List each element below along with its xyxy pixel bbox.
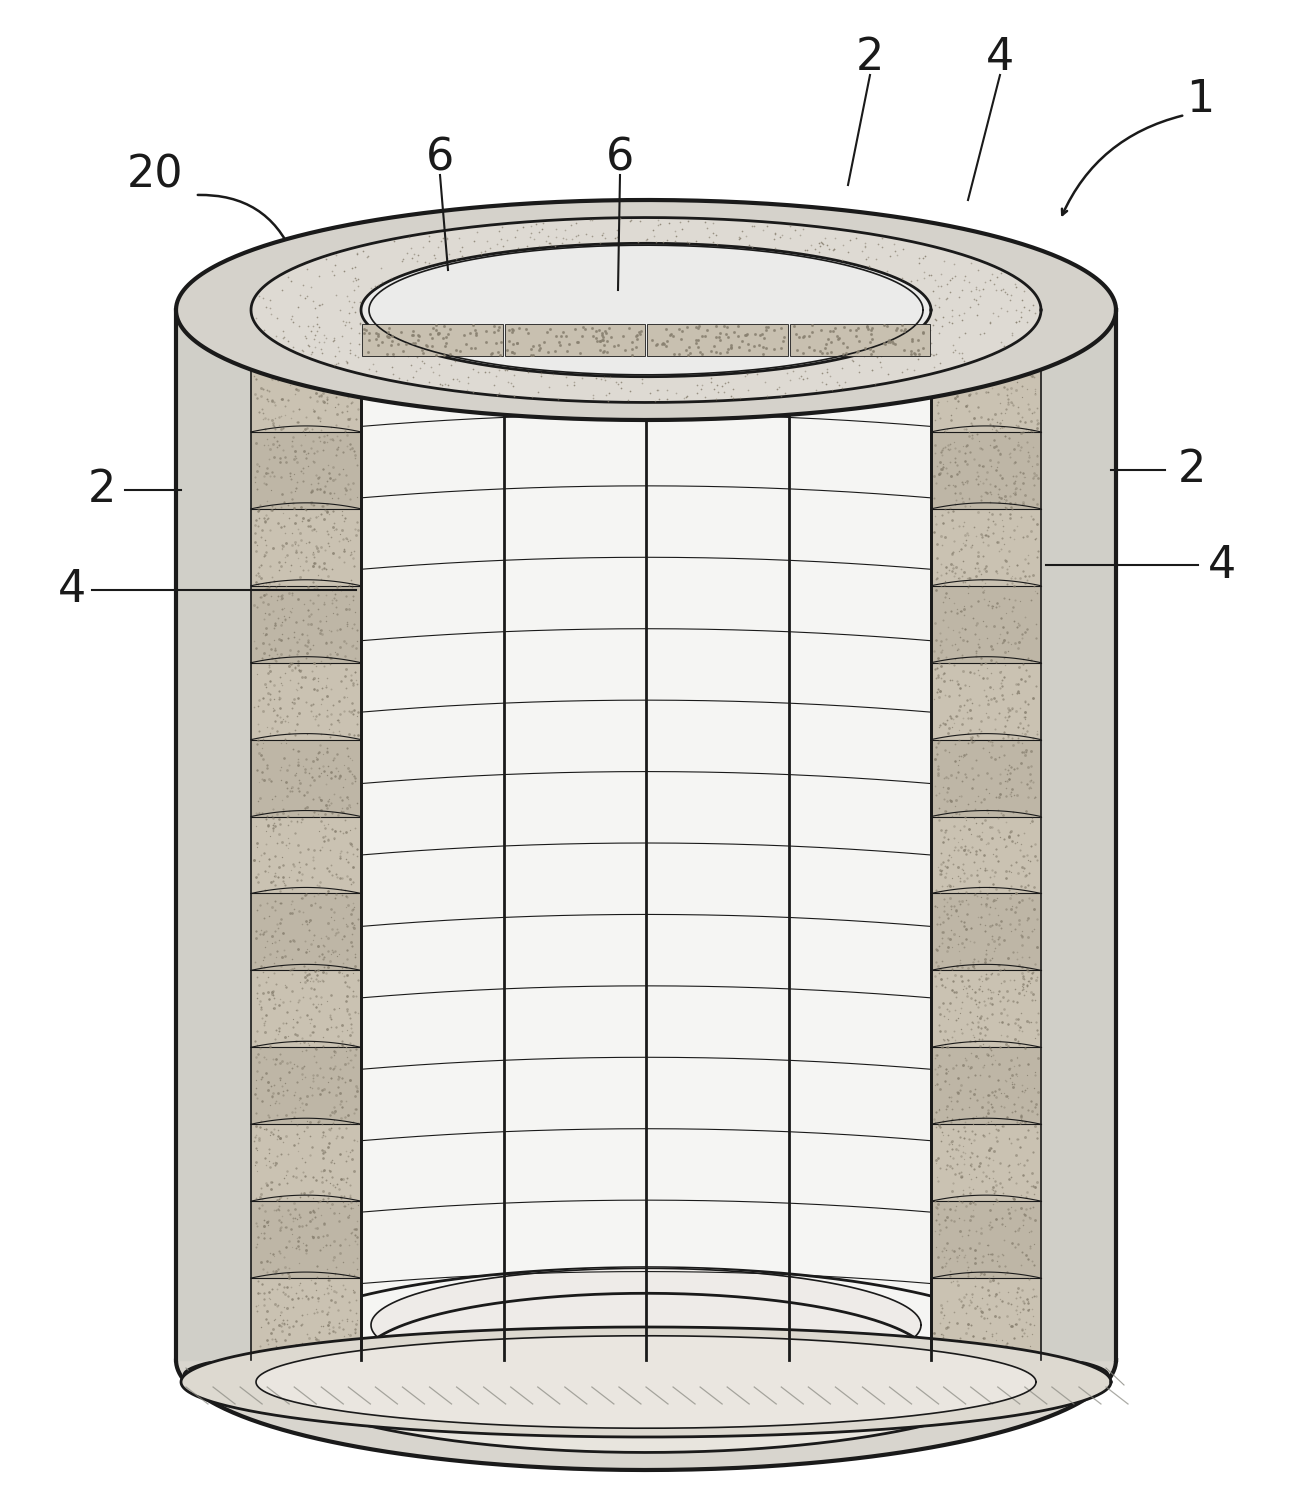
Polygon shape bbox=[932, 1124, 1041, 1202]
Polygon shape bbox=[360, 243, 932, 376]
Text: 6: 6 bbox=[606, 136, 634, 179]
Polygon shape bbox=[256, 1336, 1036, 1429]
Polygon shape bbox=[183, 1336, 1109, 1414]
Polygon shape bbox=[245, 1342, 1047, 1408]
Polygon shape bbox=[932, 663, 1041, 739]
Polygon shape bbox=[360, 320, 932, 1360]
Polygon shape bbox=[251, 1047, 360, 1124]
Polygon shape bbox=[932, 970, 1041, 1047]
Text: 2: 2 bbox=[855, 36, 884, 79]
Text: 20: 20 bbox=[127, 154, 183, 197]
Polygon shape bbox=[176, 1250, 1116, 1471]
Polygon shape bbox=[251, 218, 1041, 403]
Polygon shape bbox=[1041, 311, 1116, 1360]
Polygon shape bbox=[251, 893, 360, 970]
Polygon shape bbox=[932, 1202, 1041, 1278]
Text: 1: 1 bbox=[1186, 79, 1214, 121]
Polygon shape bbox=[176, 200, 1116, 420]
Text: 2: 2 bbox=[88, 469, 116, 512]
Polygon shape bbox=[932, 509, 1041, 585]
Polygon shape bbox=[251, 431, 360, 509]
Polygon shape bbox=[251, 585, 360, 663]
Polygon shape bbox=[251, 1268, 1041, 1453]
Polygon shape bbox=[932, 585, 1041, 663]
Text: 4: 4 bbox=[58, 569, 87, 612]
Polygon shape bbox=[251, 817, 360, 893]
Polygon shape bbox=[251, 1124, 360, 1202]
Polygon shape bbox=[251, 1278, 360, 1356]
Polygon shape bbox=[504, 324, 645, 355]
Polygon shape bbox=[932, 739, 1041, 817]
Polygon shape bbox=[251, 739, 360, 817]
Polygon shape bbox=[251, 355, 360, 431]
Polygon shape bbox=[251, 663, 360, 739]
Polygon shape bbox=[932, 431, 1041, 509]
Text: 4: 4 bbox=[986, 36, 1014, 79]
Polygon shape bbox=[932, 1278, 1041, 1356]
Polygon shape bbox=[647, 324, 788, 355]
Polygon shape bbox=[251, 1202, 360, 1278]
Polygon shape bbox=[932, 1047, 1041, 1124]
Polygon shape bbox=[932, 893, 1041, 970]
Polygon shape bbox=[181, 1327, 1111, 1436]
Text: 4: 4 bbox=[1208, 543, 1236, 587]
Polygon shape bbox=[362, 324, 503, 355]
Polygon shape bbox=[932, 817, 1041, 893]
Polygon shape bbox=[251, 970, 360, 1047]
Polygon shape bbox=[360, 1293, 932, 1427]
Polygon shape bbox=[789, 324, 930, 355]
Polygon shape bbox=[371, 1268, 921, 1381]
Polygon shape bbox=[176, 311, 251, 1360]
Text: 6: 6 bbox=[426, 136, 453, 179]
Polygon shape bbox=[251, 509, 360, 585]
Text: 2: 2 bbox=[1178, 448, 1207, 491]
Polygon shape bbox=[932, 355, 1041, 431]
